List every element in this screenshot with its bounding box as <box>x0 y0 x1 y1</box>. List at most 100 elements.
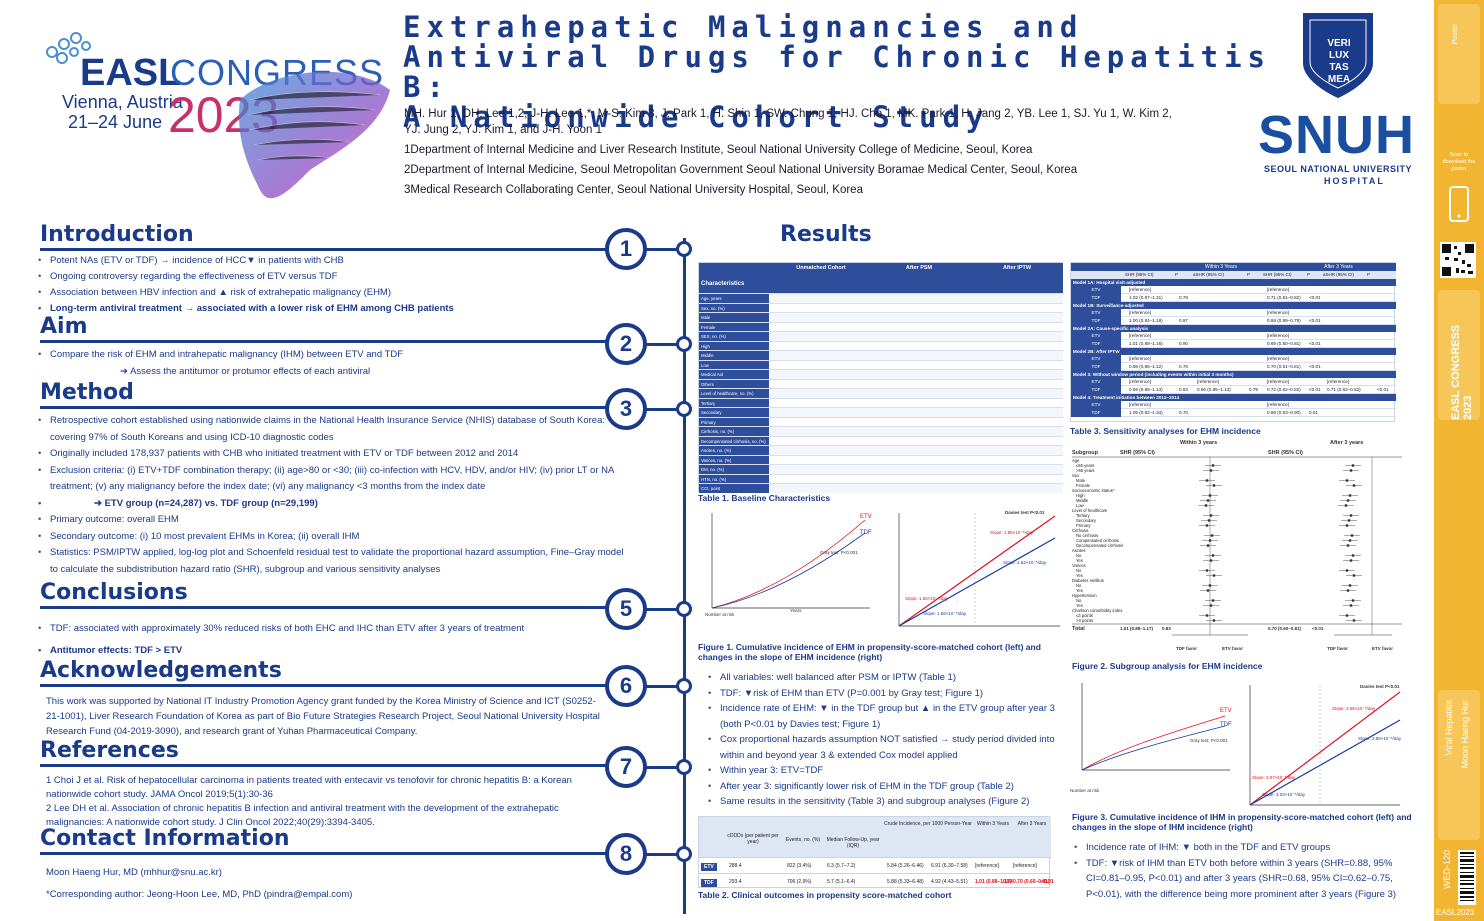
fig2-subgroup-label: Tertiary <box>1076 513 1090 518</box>
fig2-point <box>1208 494 1212 497</box>
fig2-shr-col-1: SHR (95% CI) <box>1120 450 1155 456</box>
table3-row: ETV [reference] [reference] <box>1071 332 1396 340</box>
table3-cell: [reference] <box>1267 379 1289 384</box>
fig2-subgroup-label: Ascites <box>1072 548 1086 553</box>
fig2-point <box>1212 484 1216 487</box>
fig1-slope-etv-late: Slope: 1.85×10⁻⁵/day <box>990 530 1034 535</box>
fig2-total-after-p: <0.01 <box>1312 626 1324 631</box>
table2-col-events: Events, no. (%) <box>785 837 821 843</box>
table2-col-cddd: cDDDs (per patient per year) <box>727 833 779 845</box>
step-7-circle: 7 <box>605 746 647 788</box>
table3-sensitivity: Within 3 Years After 3 Years SHR (95% CI… <box>1070 262 1396 422</box>
table3-cell: 0.69 (0.53–0.90) <box>1267 410 1301 415</box>
fig2-subgroup-label: ≤3 points <box>1076 613 1093 618</box>
table3-row: TDF 1.02 (0.87–1.21) 0.78 0.71 (0.61–0.82) <… <box>1071 294 1396 302</box>
table1-row-label: DM, no. (%) <box>699 465 769 474</box>
fig2-point <box>1350 534 1354 537</box>
table3-cell: 0.68 (0.59–0.79) <box>1267 318 1301 323</box>
fig2-point <box>1348 584 1352 587</box>
timeline-node <box>676 401 692 417</box>
table3-cell: 1.02 (0.87–1.21) <box>1129 295 1163 300</box>
table1-row-label: HTN, no. (%) <box>699 474 769 484</box>
table3-cell: 1.00 (0.84–1.18) <box>1129 318 1163 323</box>
poster-title: Extrahepatic Malignancies and Antiviral … <box>403 12 1303 132</box>
table1-row: HTN, no. (%) <box>699 473 1063 484</box>
sidebar-scan-text: Scan to download the poster <box>1442 152 1476 172</box>
fig2-subgroup-label: Sex <box>1072 473 1080 478</box>
fig1-slope-etv-early: Slope: 1.56×10⁻⁵/day <box>905 596 949 601</box>
fig2-subgroup-label: Age <box>1072 458 1080 463</box>
fig2-point <box>1207 519 1211 522</box>
table3-col-label: P <box>1247 272 1251 277</box>
table3-cell: 0.01 <box>1309 410 1318 415</box>
fig2-subgroup-label: Compensated cirrhosis <box>1076 538 1119 543</box>
method-bullet-3: Exclusion criteria: (i) ETV+TDF combinat… <box>38 463 628 496</box>
fig2-point <box>1349 514 1353 517</box>
fig3-etv-label: ETV <box>1220 708 1232 714</box>
table1-group-3: After IPTW <box>1002 265 1032 271</box>
table3-cell: <0.01 <box>1309 295 1321 300</box>
fig2-subgroup-label: Cirrhosis <box>1072 528 1089 533</box>
fig2-subgroup-label: Female <box>1076 483 1090 488</box>
table3-cell: 0.79 <box>1249 387 1258 392</box>
table1-caption: Table 1. Baseline Characteristics <box>698 493 831 503</box>
table2-row: ETV 288.4 822 (3.4%) 6.3 (5.7–7.2) 5.84 (5.2… <box>699 857 1051 873</box>
table3-cell: 0.90 <box>1179 341 1188 346</box>
figure2-caption: Figure 2. Subgroup analysis for EHM inci… <box>1072 661 1263 671</box>
fig2-total-after: 0.70 (0.60–0.81) <box>1268 626 1302 631</box>
sidebar-presenter: Moon Haeng Hur <box>1460 700 1470 769</box>
affiliation-3: 3Medical Research Collaborating Center, … <box>404 184 863 196</box>
table3-row: TDF 1.00 (0.84–1.18) 0.97 0.68 (0.59–0.79) <… <box>1071 317 1396 325</box>
table1-row: SES, no. (%) <box>699 331 1063 341</box>
table2-cell: 4.92 (4.43–5.51) <box>931 879 968 885</box>
table3-group-2: After 3 Years <box>1324 264 1353 270</box>
table3-row-label: TDF <box>1071 409 1121 417</box>
intro-list: Potent NAs (ETV or TDF) → incidence of H… <box>38 253 628 317</box>
fig2-point <box>1351 554 1355 557</box>
table1-row: Ascites, no. (%) <box>699 445 1063 455</box>
refs-list: 1 Choi J et al. Risk of hepatocellular c… <box>46 774 616 830</box>
fig2-subgroup-label: Low <box>1076 503 1084 508</box>
ref-2: 2 Lee DH et al. Association of chronic h… <box>46 803 559 828</box>
easl-cells-icon <box>46 32 91 64</box>
fig2-subgroup-label: Yes <box>1076 588 1083 593</box>
method-heading: Method <box>40 380 134 405</box>
method-bullet-5: Secondary outcome: (i) 10 most prevalent… <box>38 529 628 546</box>
timeline-node <box>676 846 692 862</box>
fig2-point <box>1208 539 1212 542</box>
table2-cell: [reference] <box>975 863 999 869</box>
table3-cell: 0.69 (0.60–0.81) <box>1267 341 1301 346</box>
table1-row: Male <box>699 312 1063 322</box>
fig2-subgroup-label: Charlson comorbidity index <box>1072 608 1123 613</box>
table2-col-followup: Median Follow-Up, year (IQR) <box>826 837 880 849</box>
qr-code-icon[interactable] <box>1440 242 1476 278</box>
table3-row: TDF 1.01 (0.88–1.16) 0.90 0.69 (0.60–0.81) <… <box>1071 340 1396 348</box>
table1-row: Medical Aid <box>699 369 1063 379</box>
table1-row: Sex, no. (%) <box>699 302 1063 313</box>
title-line-1: Extrahepatic Malignancies and <box>403 10 1084 44</box>
aim-heading: Aim <box>40 314 88 339</box>
table3-col-label: SHR (95% CI) <box>1263 272 1292 277</box>
fig2-total-within-p: 0.83 <box>1162 626 1171 631</box>
table1-row: Low <box>699 359 1063 370</box>
table3-cell: 0.71 (0.61–0.82) <box>1267 295 1301 300</box>
table1-row: Primary <box>699 416 1063 427</box>
fig2-point <box>1206 589 1210 592</box>
table1-char-header: Characteristics <box>701 281 745 287</box>
sidebar-logo-block: Poster <box>1438 4 1480 104</box>
fig2-point <box>1206 544 1210 547</box>
fig2-point <box>1349 559 1353 562</box>
fig2-tdf-favor-1: TDF favor <box>1176 646 1198 651</box>
table3-row-label: TDF <box>1071 363 1121 371</box>
table2-col-after: After 3 Years <box>1017 821 1047 827</box>
table1-row-label: Others <box>699 379 769 389</box>
fig1-davies: Davies test P<0.01 <box>1005 510 1045 515</box>
table2-cell: 1.01 (0.88–1.17) <box>975 879 1012 885</box>
method-group-line: ➔ ETV group (n=24,287) vs. TDF group (n=… <box>38 496 628 513</box>
fig2-point <box>1352 619 1356 622</box>
fig2-subgroup-label: No cirrhosis <box>1076 533 1099 538</box>
fig2-subgroup-label: Yes <box>1076 558 1083 563</box>
results2-bullet-1: Incidence rate of IHM: ▼ both in the TDF… <box>1074 840 1414 856</box>
fig2-point <box>1209 469 1213 472</box>
authors-line-2: YJ. Jung 2, YJ. Kim 1, and J-H. Yoon 1 <box>404 124 602 136</box>
